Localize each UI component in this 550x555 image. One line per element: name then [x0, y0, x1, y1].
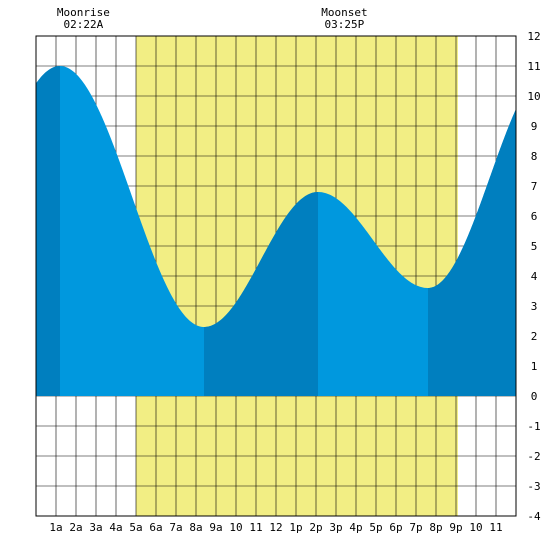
- tide-area-dark-band: [36, 66, 60, 396]
- tide-area-dark-band: [428, 109, 516, 396]
- chart-frame: [35, 35, 517, 517]
- y-tick-label: -4: [527, 510, 541, 523]
- x-tick-label: 6a: [149, 521, 162, 534]
- y-tick-label: 8: [531, 150, 538, 163]
- y-tick-label: 1: [531, 360, 538, 373]
- x-tick-label: 2p: [309, 521, 322, 534]
- x-tick-label: 11: [249, 521, 262, 534]
- y-tick-label: 0: [531, 390, 538, 403]
- y-tick-label: -2: [527, 450, 540, 463]
- x-tick-label: 7a: [169, 521, 182, 534]
- x-tick-label: 10: [469, 521, 482, 534]
- x-tick-labels: 1a 2a 3a 4a 5a 6a 7a 8a 9a 10 11 12 1p 2p 3p 4p 5p 6p 7p 8p…: [49, 521, 502, 534]
- y-tick-label: 9: [531, 120, 538, 133]
- moonset-label: Moonset: [321, 6, 367, 19]
- x-tick-label: 1a: [49, 521, 62, 534]
- x-tick-label: 9a: [209, 521, 222, 534]
- x-tick-label: 5p: [369, 521, 382, 534]
- x-tick-label: 3p: [329, 521, 342, 534]
- x-tick-label: 1p: [289, 521, 302, 534]
- x-tick-label: 9p: [449, 521, 462, 534]
- y-tick-label: 3: [531, 300, 538, 313]
- y-tick-label: 11: [527, 60, 540, 73]
- x-tick-label: 12: [269, 521, 282, 534]
- moonset-time: 03:25P: [325, 18, 365, 31]
- x-tick-label: 8a: [189, 521, 202, 534]
- x-tick-label: 3a: [89, 521, 102, 534]
- x-tick-label: 6p: [389, 521, 402, 534]
- x-tick-label: 4p: [349, 521, 362, 534]
- moonrise-time: 02:22A: [64, 18, 104, 31]
- tide-area-dark-band: [204, 192, 318, 396]
- x-tick-label: 4a: [109, 521, 122, 534]
- x-tick-label: 11: [489, 521, 502, 534]
- x-tick-label: 2a: [69, 521, 82, 534]
- y-tick-label: 6: [531, 210, 538, 223]
- moonrise-label: Moonrise: [57, 6, 110, 19]
- chart-border: [35, 35, 517, 517]
- x-tick-label: 7p: [409, 521, 422, 534]
- y-tick-label: -1: [527, 420, 540, 433]
- x-tick-label: 8p: [429, 521, 442, 534]
- x-tick-label: 10: [229, 521, 242, 534]
- y-tick-label: 4: [531, 270, 538, 283]
- y-tick-label: 10: [527, 90, 540, 103]
- y-tick-label: 2: [531, 330, 538, 343]
- y-tick-label: 5: [531, 240, 538, 253]
- y-tick-label: 12: [527, 30, 540, 43]
- tide-area: [36, 66, 516, 396]
- y-tick-label: -3: [527, 480, 540, 493]
- y-tick-label: 7: [531, 180, 538, 193]
- moon-labels: Moonrise 02:22A Moonset 03:25P: [57, 6, 368, 31]
- x-tick-label: 5a: [129, 521, 142, 534]
- tide-area-main: [36, 66, 516, 396]
